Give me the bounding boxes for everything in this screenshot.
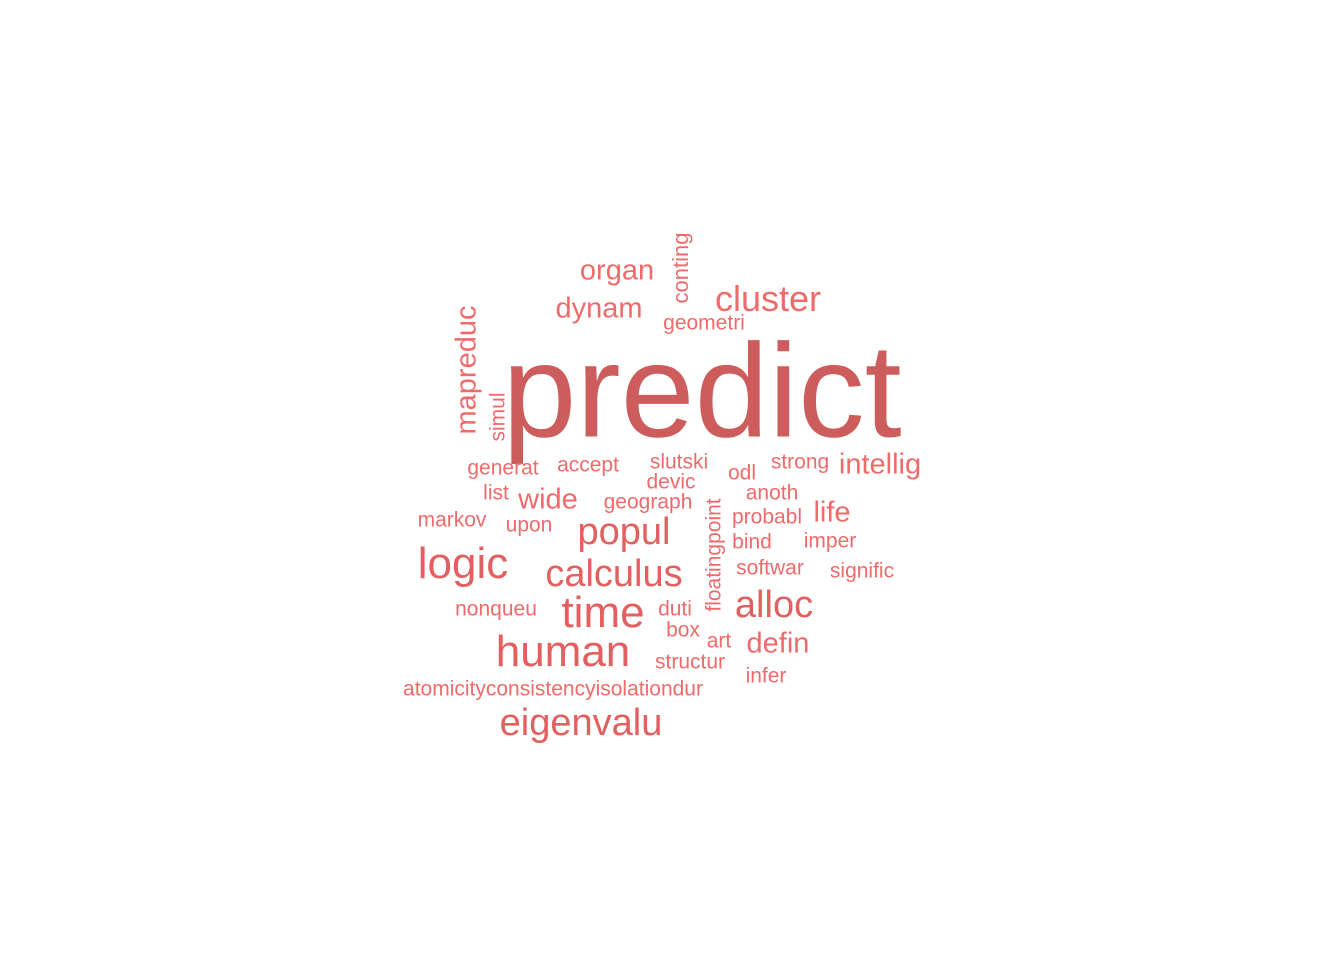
word-wide: wide — [518, 483, 578, 516]
word-dynam: dynam — [555, 292, 643, 325]
word-eigenvalu: eigenvalu — [499, 702, 663, 744]
word-slutski: slutski — [649, 450, 709, 474]
word-organ: organ — [579, 254, 655, 287]
word-geograph: geograph — [603, 490, 693, 514]
word-human: human — [495, 627, 631, 676]
word-logic: logic — [417, 539, 509, 588]
word-geometri: geometri — [663, 311, 745, 335]
word-life: life — [813, 496, 851, 529]
word-predict: predict — [502, 317, 902, 466]
word-conting: conting — [668, 232, 693, 304]
word-time: time — [561, 588, 645, 637]
word-bind: bind — [732, 530, 772, 554]
word-anoth: anoth — [745, 481, 799, 505]
word-structur: structur — [654, 650, 726, 674]
word-mapreduc: mapreduc — [450, 305, 483, 435]
word-art: art — [706, 629, 732, 653]
word-softwar: softwar — [736, 556, 804, 580]
word-atomicityconsistencyisolationdur: atomicityconsistencyisolationdur — [403, 677, 703, 701]
word-accept: accept — [557, 453, 619, 477]
word-alloc: alloc — [734, 584, 814, 626]
word-generat: generat — [467, 456, 539, 480]
word-infer: infer — [745, 664, 787, 688]
word-devic: devic — [646, 470, 696, 494]
word-defin: defin — [746, 627, 810, 660]
word-calculus: calculus — [545, 553, 683, 595]
word-duti: duti — [658, 597, 692, 621]
word-upon: upon — [505, 513, 553, 537]
word-intellig: intellig — [838, 448, 922, 481]
word-probabl: probabl — [731, 505, 803, 529]
word-simul: simul — [486, 392, 510, 442]
word-nonqueu: nonqueu — [455, 597, 537, 621]
word-floatingpoint: floatingpoint — [702, 498, 726, 612]
word-cluster: cluster — [714, 278, 822, 319]
word-list: list — [483, 481, 509, 505]
word-imper: imper — [803, 529, 857, 553]
word-box: box — [666, 618, 700, 642]
word-strong: strong — [770, 450, 830, 474]
word-markov: markov — [417, 508, 487, 532]
word-popul: popul — [577, 511, 671, 553]
word-odl: odl — [727, 461, 757, 485]
word-signific: signific — [829, 559, 895, 583]
